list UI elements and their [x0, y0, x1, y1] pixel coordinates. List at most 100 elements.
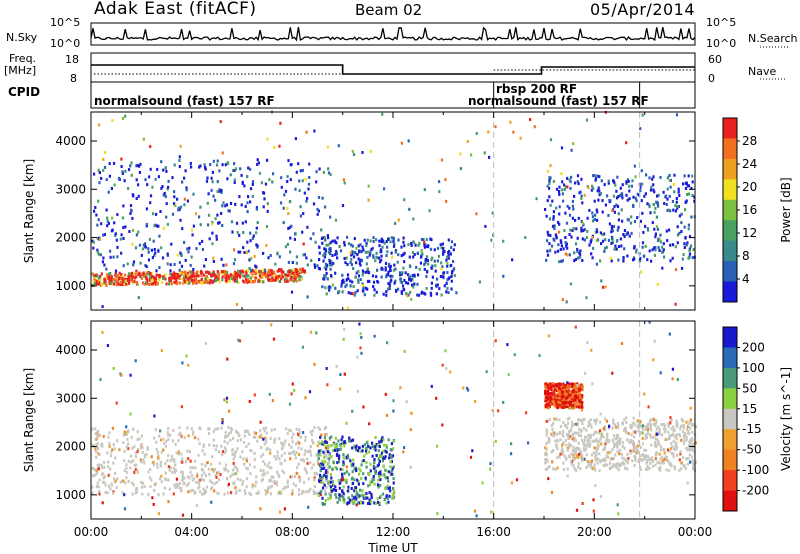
velocity-cell-1 — [564, 439, 567, 443]
velocity-cell-1 — [593, 466, 596, 469]
power-cell-1 — [183, 176, 186, 180]
power-cell-2 — [364, 270, 367, 274]
velocity-cell-3 — [374, 436, 377, 439]
velocity-cell-0 — [94, 472, 98, 476]
power-cell-3 — [548, 175, 551, 179]
power-cell-2 — [352, 285, 355, 288]
velocity-noise-cell — [298, 441, 301, 445]
power-cell-3 — [691, 256, 694, 260]
power-cell-2 — [358, 249, 361, 253]
velocity-colorbar-tick-label: 200 — [742, 340, 765, 354]
velocity-cell-0 — [197, 453, 200, 457]
power-cell-3 — [566, 204, 569, 208]
power-cell-2 — [351, 244, 354, 248]
power-cell-0 — [182, 271, 185, 275]
velocity-cell-1 — [633, 463, 636, 467]
power-cell-2 — [450, 274, 453, 278]
velocity-cell-1 — [569, 435, 572, 439]
velocity-cell-1 — [670, 434, 673, 438]
power-cell-3 — [601, 199, 604, 203]
velocity-cell-1 — [594, 454, 597, 458]
velocity-cell-0 — [253, 465, 256, 469]
velocity-cell-1 — [558, 418, 561, 422]
power-cell-3 — [635, 250, 638, 254]
velocity-cell-3 — [347, 456, 350, 460]
velocity-cell-1 — [683, 435, 686, 439]
power-cell-3 — [673, 190, 676, 194]
velocity-noise-cell — [616, 503, 619, 507]
power-cell-1 — [100, 176, 103, 180]
velocity-cell-0 — [127, 429, 130, 433]
power-cell-1 — [103, 233, 106, 237]
power-noise-cell — [209, 163, 212, 166]
velocity-cell-1 — [652, 418, 655, 422]
power-cell-2 — [425, 255, 429, 259]
power-cell-0 — [245, 270, 248, 274]
power-cell-0 — [221, 278, 224, 282]
xlabel: Time UT — [367, 541, 418, 554]
power-cell-2 — [417, 243, 420, 247]
velocity-cell-0 — [288, 451, 292, 455]
velocity-cell-3 — [386, 469, 389, 473]
velocity-cell-3 — [333, 448, 336, 452]
velocity-cell-0 — [136, 469, 139, 473]
power-noise-cell — [106, 216, 109, 220]
velocity-cell-3 — [338, 448, 341, 452]
power-cell-0 — [143, 282, 146, 286]
velocity-colorbar-segment — [723, 327, 737, 348]
velocity-cell-3 — [328, 465, 331, 469]
velocity-cell-1 — [575, 469, 578, 472]
power-cell-1 — [113, 221, 116, 225]
power-cell-2 — [407, 281, 410, 285]
power-cell-1 — [98, 181, 101, 185]
power-cell-2 — [411, 283, 414, 287]
velocity-cell-0 — [236, 477, 239, 481]
power-cell-3 — [568, 178, 571, 182]
power-noise-cell — [502, 239, 505, 243]
power-cell-0 — [262, 270, 265, 274]
velocity-cell-3 — [319, 453, 322, 457]
velocity-cell-1 — [617, 441, 620, 445]
power-cell-0 — [286, 279, 289, 283]
velocity-cell-0 — [102, 480, 105, 484]
power-noise-cell — [672, 182, 676, 186]
power-cell-2 — [356, 289, 359, 293]
velocity-cell-0 — [134, 451, 138, 455]
power-cell-3 — [656, 194, 659, 198]
power-noise-cell — [355, 246, 358, 250]
power-cell-2 — [408, 264, 411, 268]
velocity-cell-3 — [342, 495, 345, 499]
velocity-cell-0 — [301, 490, 304, 493]
power-noise-cell — [607, 179, 610, 183]
power-cell-3 — [572, 207, 575, 211]
velocity-cell-0 — [232, 457, 235, 461]
power-cell-3 — [693, 195, 696, 199]
power-cell-3 — [673, 173, 676, 177]
velocity-cell-0 — [215, 475, 218, 479]
power-cell-2 — [407, 243, 410, 247]
velocity-cell-1 — [632, 440, 635, 444]
power-cell-1 — [306, 196, 309, 200]
power-cell-3 — [610, 242, 613, 245]
power-cell-2 — [322, 259, 325, 263]
velocity-cell-1 — [634, 458, 637, 462]
velocity-noise-cell — [538, 354, 541, 358]
power-noise-cell — [509, 120, 512, 124]
velocity-cell-2 — [573, 385, 576, 389]
power-cell-1 — [100, 222, 103, 226]
power-cell-0 — [132, 271, 136, 275]
power-cell-3 — [631, 179, 634, 183]
power-cell-0 — [95, 279, 98, 283]
velocity-cell-0 — [313, 478, 316, 482]
power-cell-0 — [135, 280, 138, 284]
velocity-noise-cell — [101, 330, 104, 334]
velocity-cell-3 — [353, 478, 356, 482]
velocity-cell-0 — [254, 435, 257, 439]
power-noise-cell — [645, 173, 648, 177]
power-noise-cell — [346, 235, 349, 239]
power-cell-1 — [184, 258, 187, 262]
velocity-cell-0 — [129, 466, 132, 470]
velocity-cell-1 — [566, 417, 569, 421]
power-cell-3 — [651, 221, 654, 225]
power-cell-2 — [380, 254, 383, 258]
